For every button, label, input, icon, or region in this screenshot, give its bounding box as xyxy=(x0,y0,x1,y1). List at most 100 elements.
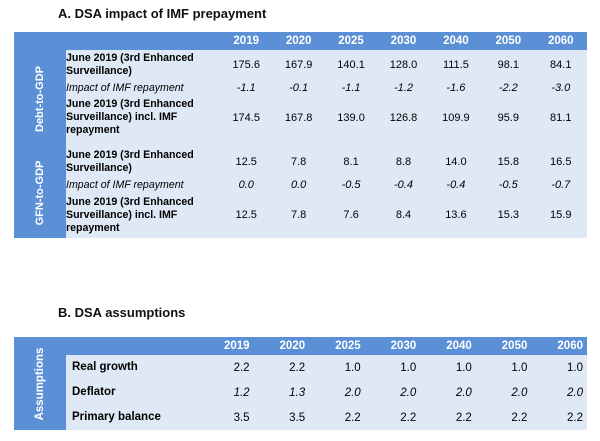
cell: 111.5 xyxy=(442,59,469,71)
cell: 0.0 xyxy=(238,178,254,191)
cell: 16.5 xyxy=(550,156,572,168)
table-row: June 2019 (3rd Enhanced Surveillance) in… xyxy=(14,192,587,238)
year-header: 2030 xyxy=(377,32,430,50)
cell: -0.4 xyxy=(393,178,413,191)
dsa-assumptions-table: Assumptions 2019 2020 2025 2030 2040 205… xyxy=(14,337,587,430)
cell: 2.2 xyxy=(455,411,472,424)
dsa-impact-table: 2019 2020 2025 2030 2040 2050 2060 Debt-… xyxy=(14,32,587,238)
cell: 8.8 xyxy=(395,156,412,168)
cell: 128.0 xyxy=(389,59,418,71)
year-header: 2025 xyxy=(324,32,378,50)
row-label: June 2019 (3rd Enhanced Surveillance) in… xyxy=(66,195,194,234)
year-header: 2060 xyxy=(531,337,587,355)
row-label: June 2019 (3rd Enhanced Surveillance) in… xyxy=(66,98,194,136)
year-header: 2040 xyxy=(420,337,476,355)
section-b-title: B. DSA assumptions xyxy=(58,305,186,320)
cell: 2.0 xyxy=(344,386,361,399)
cell: 175.6 xyxy=(232,59,260,71)
cell: 167.8 xyxy=(284,111,313,124)
cell: -1.6 xyxy=(446,82,466,94)
cell: 2.0 xyxy=(511,386,528,399)
cell: 15.3 xyxy=(497,209,520,221)
cell: 1.0 xyxy=(511,361,528,374)
cell: 15.8 xyxy=(497,156,520,168)
header-row: 2019 2020 2025 2030 2040 2050 2060 xyxy=(14,32,587,50)
cell: 7.8 xyxy=(290,209,307,221)
spacer-row xyxy=(14,139,587,147)
row-label: June 2019 (3rd Enhanced Surveillance) xyxy=(66,52,194,77)
header-row: Assumptions 2019 2020 2025 2030 2040 205… xyxy=(14,337,587,430)
cell: -0.5 xyxy=(341,178,361,191)
cell: 7.8 xyxy=(290,156,307,168)
row-label: Impact of IMF repayment xyxy=(66,178,184,191)
row-label: Real growth xyxy=(72,361,138,373)
cell: 98.1 xyxy=(497,59,520,71)
cell: 2.0 xyxy=(567,386,583,399)
table-row: Debt-to-GDP June 2019 (3rd Enhanced Surv… xyxy=(14,50,587,147)
year-header: 2020 xyxy=(272,32,325,50)
cell: 81.1 xyxy=(550,111,572,124)
section-a-title: A. DSA impact of IMF prepayment xyxy=(58,6,267,21)
cell: 109.9 xyxy=(442,111,470,124)
table-row: Impact of IMF repayment 0.0 0.0 -0.5 -0.… xyxy=(14,177,587,192)
row-label: Impact of IMF repayment xyxy=(66,82,184,94)
cell: -0.5 xyxy=(498,178,518,191)
cell: 174.5 xyxy=(232,111,260,124)
cell: -0.7 xyxy=(551,178,571,191)
group-label-gfn: GFN-to-GDP xyxy=(14,147,66,238)
table-row: Deflator 1.2 1.3 2.0 2.0 2.0 2.0 2.0 xyxy=(14,380,587,405)
table-row: June 2019 (3rd Enhanced Surveillance) in… xyxy=(14,96,587,139)
cell: 2.0 xyxy=(455,386,472,399)
cell: -1.2 xyxy=(393,82,413,94)
cell: 15.9 xyxy=(550,209,572,221)
cell: 126.8 xyxy=(389,111,418,124)
row-label: June 2019 (3rd Enhanced Surveillance) xyxy=(66,149,194,174)
cell: 1.0 xyxy=(344,361,361,374)
cell: 84.1 xyxy=(550,59,572,71)
cell: 1.0 xyxy=(400,361,417,374)
cell: 12.5 xyxy=(235,156,257,168)
cell: 2.2 xyxy=(567,411,583,424)
cell: 140.1 xyxy=(337,59,365,71)
cell: 3.5 xyxy=(233,411,250,424)
cell: 167.9 xyxy=(284,59,313,71)
year-header: 2060 xyxy=(534,32,587,50)
row-label: Deflator xyxy=(72,386,116,398)
cell: 1.2 xyxy=(233,386,250,399)
year-header: 2040 xyxy=(429,32,483,50)
year-header: 2019 xyxy=(198,337,254,355)
cell: 2.0 xyxy=(400,386,417,399)
group-label-debt: Debt-to-GDP xyxy=(14,50,66,147)
cell: -0.4 xyxy=(446,178,466,191)
cell: 12.5 xyxy=(235,209,257,221)
year-header: 2025 xyxy=(309,337,365,355)
table-row: Primary balance 3.5 3.5 2.2 2.2 2.2 2.2 … xyxy=(14,405,587,430)
cell: 0.0 xyxy=(290,178,307,191)
table-row: Real growth 2.2 2.2 1.0 1.0 1.0 1.0 1.0 xyxy=(14,355,587,380)
cell: 3.5 xyxy=(289,411,306,424)
cell: 7.6 xyxy=(343,209,359,221)
cell: 139.0 xyxy=(337,111,365,124)
cell: 95.9 xyxy=(497,111,520,124)
table-row: GFN-to-GDP June 2019 (3rd Enhanced Surve… xyxy=(14,147,587,238)
cell: 2.2 xyxy=(233,361,250,374)
cell: 2.2 xyxy=(400,411,417,424)
cell: 13.6 xyxy=(445,209,467,221)
cell: -0.1 xyxy=(289,82,309,94)
cell: 2.2 xyxy=(289,361,306,374)
cell: -3.0 xyxy=(551,82,571,94)
cell: 1.3 xyxy=(289,386,306,399)
year-header: 2050 xyxy=(482,32,535,50)
row-label: Primary balance xyxy=(72,411,161,423)
cell: -2.2 xyxy=(498,82,518,94)
table-row: Impact of IMF repayment -1.1 -0.1 -1.1 -… xyxy=(14,80,587,96)
year-header: 2050 xyxy=(475,337,532,355)
cell: 2.2 xyxy=(511,411,528,424)
cell: -1.1 xyxy=(236,82,256,94)
year-header: 2030 xyxy=(364,337,421,355)
year-header: 2019 xyxy=(220,32,273,50)
cell: 8.4 xyxy=(395,209,412,221)
cell: -1.1 xyxy=(341,82,361,94)
cell: 2.2 xyxy=(344,411,361,424)
cell: 8.1 xyxy=(343,156,359,168)
